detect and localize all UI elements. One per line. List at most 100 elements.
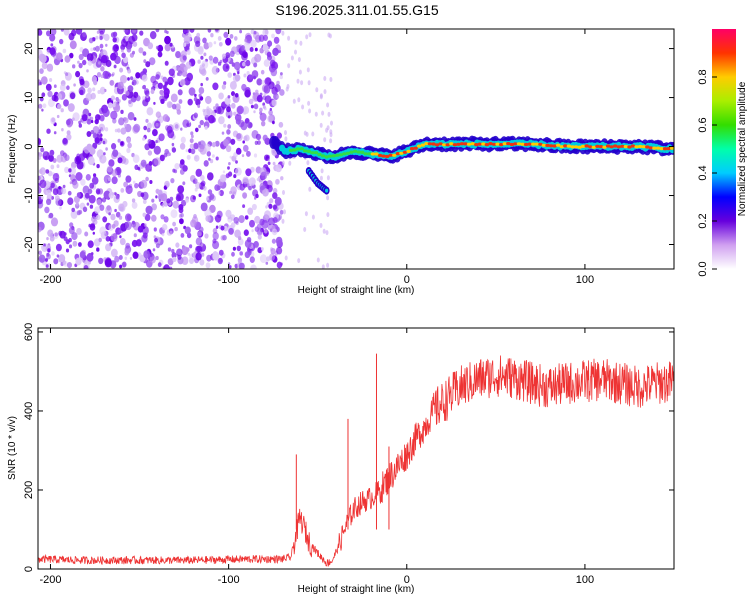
noise-blob: [68, 168, 72, 173]
ridge-core: [306, 149, 311, 153]
noise-blob: [209, 159, 214, 164]
noise-blob: [198, 124, 202, 129]
noise-blob: [144, 213, 151, 222]
noise-blob: [110, 95, 116, 101]
noise-blob: [86, 131, 92, 137]
noise-blob: [261, 247, 264, 251]
ridge-core: [459, 142, 465, 146]
noise-blob: [143, 250, 150, 259]
ridge-core: [452, 143, 458, 147]
noise-blob: [279, 74, 284, 80]
noise-blob: [119, 235, 122, 239]
noise-blob: [162, 76, 168, 83]
ridge-core: [666, 147, 671, 151]
noise-blob: [79, 89, 84, 96]
ridge-core: [445, 143, 450, 147]
noise-blob: [200, 82, 203, 87]
noise-blob: [112, 37, 117, 43]
noise-blob: [212, 238, 217, 244]
noise-blob: [193, 154, 200, 162]
noise-blob: [211, 65, 219, 75]
noise-blob: [246, 150, 251, 157]
noise-blob: [111, 169, 118, 177]
noise-blob: [233, 174, 237, 179]
noise-blob: [164, 35, 171, 45]
noise-blob: [125, 90, 130, 96]
noise-blob: [105, 59, 112, 68]
ridge-core: [335, 153, 340, 157]
noise-blob: [56, 114, 60, 119]
noise-blob: [242, 192, 248, 199]
noise-blob: [167, 247, 172, 252]
noise-blob: [66, 130, 71, 136]
noise-blob: [133, 233, 137, 238]
bottom-x-ticks: -200 -100 0 100: [39, 328, 594, 586]
noise-blob: [155, 74, 160, 80]
noise-blob: [115, 97, 119, 102]
noise-blob: [236, 105, 244, 115]
noise-blob: [284, 255, 288, 261]
bottom-plot-frame: [37, 327, 675, 570]
noise-blob: [50, 29, 57, 36]
noise-blob: [88, 112, 92, 117]
noise-blob: [203, 108, 211, 118]
noise-blob: [292, 98, 296, 104]
noise-blob: [125, 213, 132, 222]
top-y-axis-label: Frequency (Hz): [7, 115, 18, 184]
ridge-core: [573, 145, 579, 149]
noise-blob: [323, 76, 327, 81]
noise-blob: [51, 251, 55, 256]
noise-blob: [243, 135, 248, 141]
noise-blob: [123, 29, 129, 33]
noise-blob: [104, 127, 109, 132]
noise-blob: [274, 196, 282, 206]
noise-blob: [131, 34, 138, 42]
noise-blob: [298, 69, 302, 75]
noise-blob: [114, 255, 120, 263]
ridge-core: [303, 149, 308, 153]
ridge-core: [541, 143, 547, 147]
noise-blob: [205, 196, 209, 201]
noise-blob: [171, 103, 177, 110]
noise-blob: [179, 218, 184, 225]
noise-blob: [280, 176, 284, 181]
noise-blob: [212, 232, 219, 240]
noise-blob: [64, 72, 72, 81]
noise-blob: [105, 205, 113, 215]
noise-blob: [38, 254, 46, 263]
noise-blob: [287, 63, 291, 69]
noise-blob: [168, 68, 175, 77]
noise-blob: [144, 143, 150, 151]
noise-blob: [316, 257, 320, 263]
noise-blob: [177, 89, 183, 96]
noise-blob: [265, 171, 270, 176]
ridge-core: [392, 153, 397, 157]
noise-blob: [101, 55, 108, 64]
noise-blob: [185, 61, 192, 69]
noise-blob: [40, 54, 47, 63]
noise-blob: [281, 160, 285, 166]
noise-blob: [139, 30, 144, 36]
noise-blob: [259, 107, 263, 113]
noise-blob: [145, 176, 149, 182]
ridge-core: [367, 152, 372, 156]
noise-blob: [157, 262, 162, 268]
noise-blob: [131, 79, 137, 86]
noise-blob: [78, 242, 82, 247]
noise-blob: [54, 232, 58, 237]
noise-blob: [155, 255, 159, 261]
noise-blob: [125, 185, 133, 195]
noise-blob: [323, 137, 327, 143]
noise-blob: [283, 209, 286, 215]
snr-panel: -200 -100 0 100 0 200 400 600 Height of straig…: [7, 323, 675, 595]
noise-blob: [94, 137, 100, 144]
noise-blob: [259, 182, 266, 191]
noise-blob: [81, 114, 88, 122]
noise-blob: [161, 202, 165, 208]
noise-blob: [155, 122, 159, 127]
ridge-core: [388, 153, 393, 157]
noise-blob: [258, 34, 265, 42]
noise-blob: [307, 80, 311, 86]
noise-blob: [110, 32, 116, 38]
noise-blob: [218, 92, 224, 100]
